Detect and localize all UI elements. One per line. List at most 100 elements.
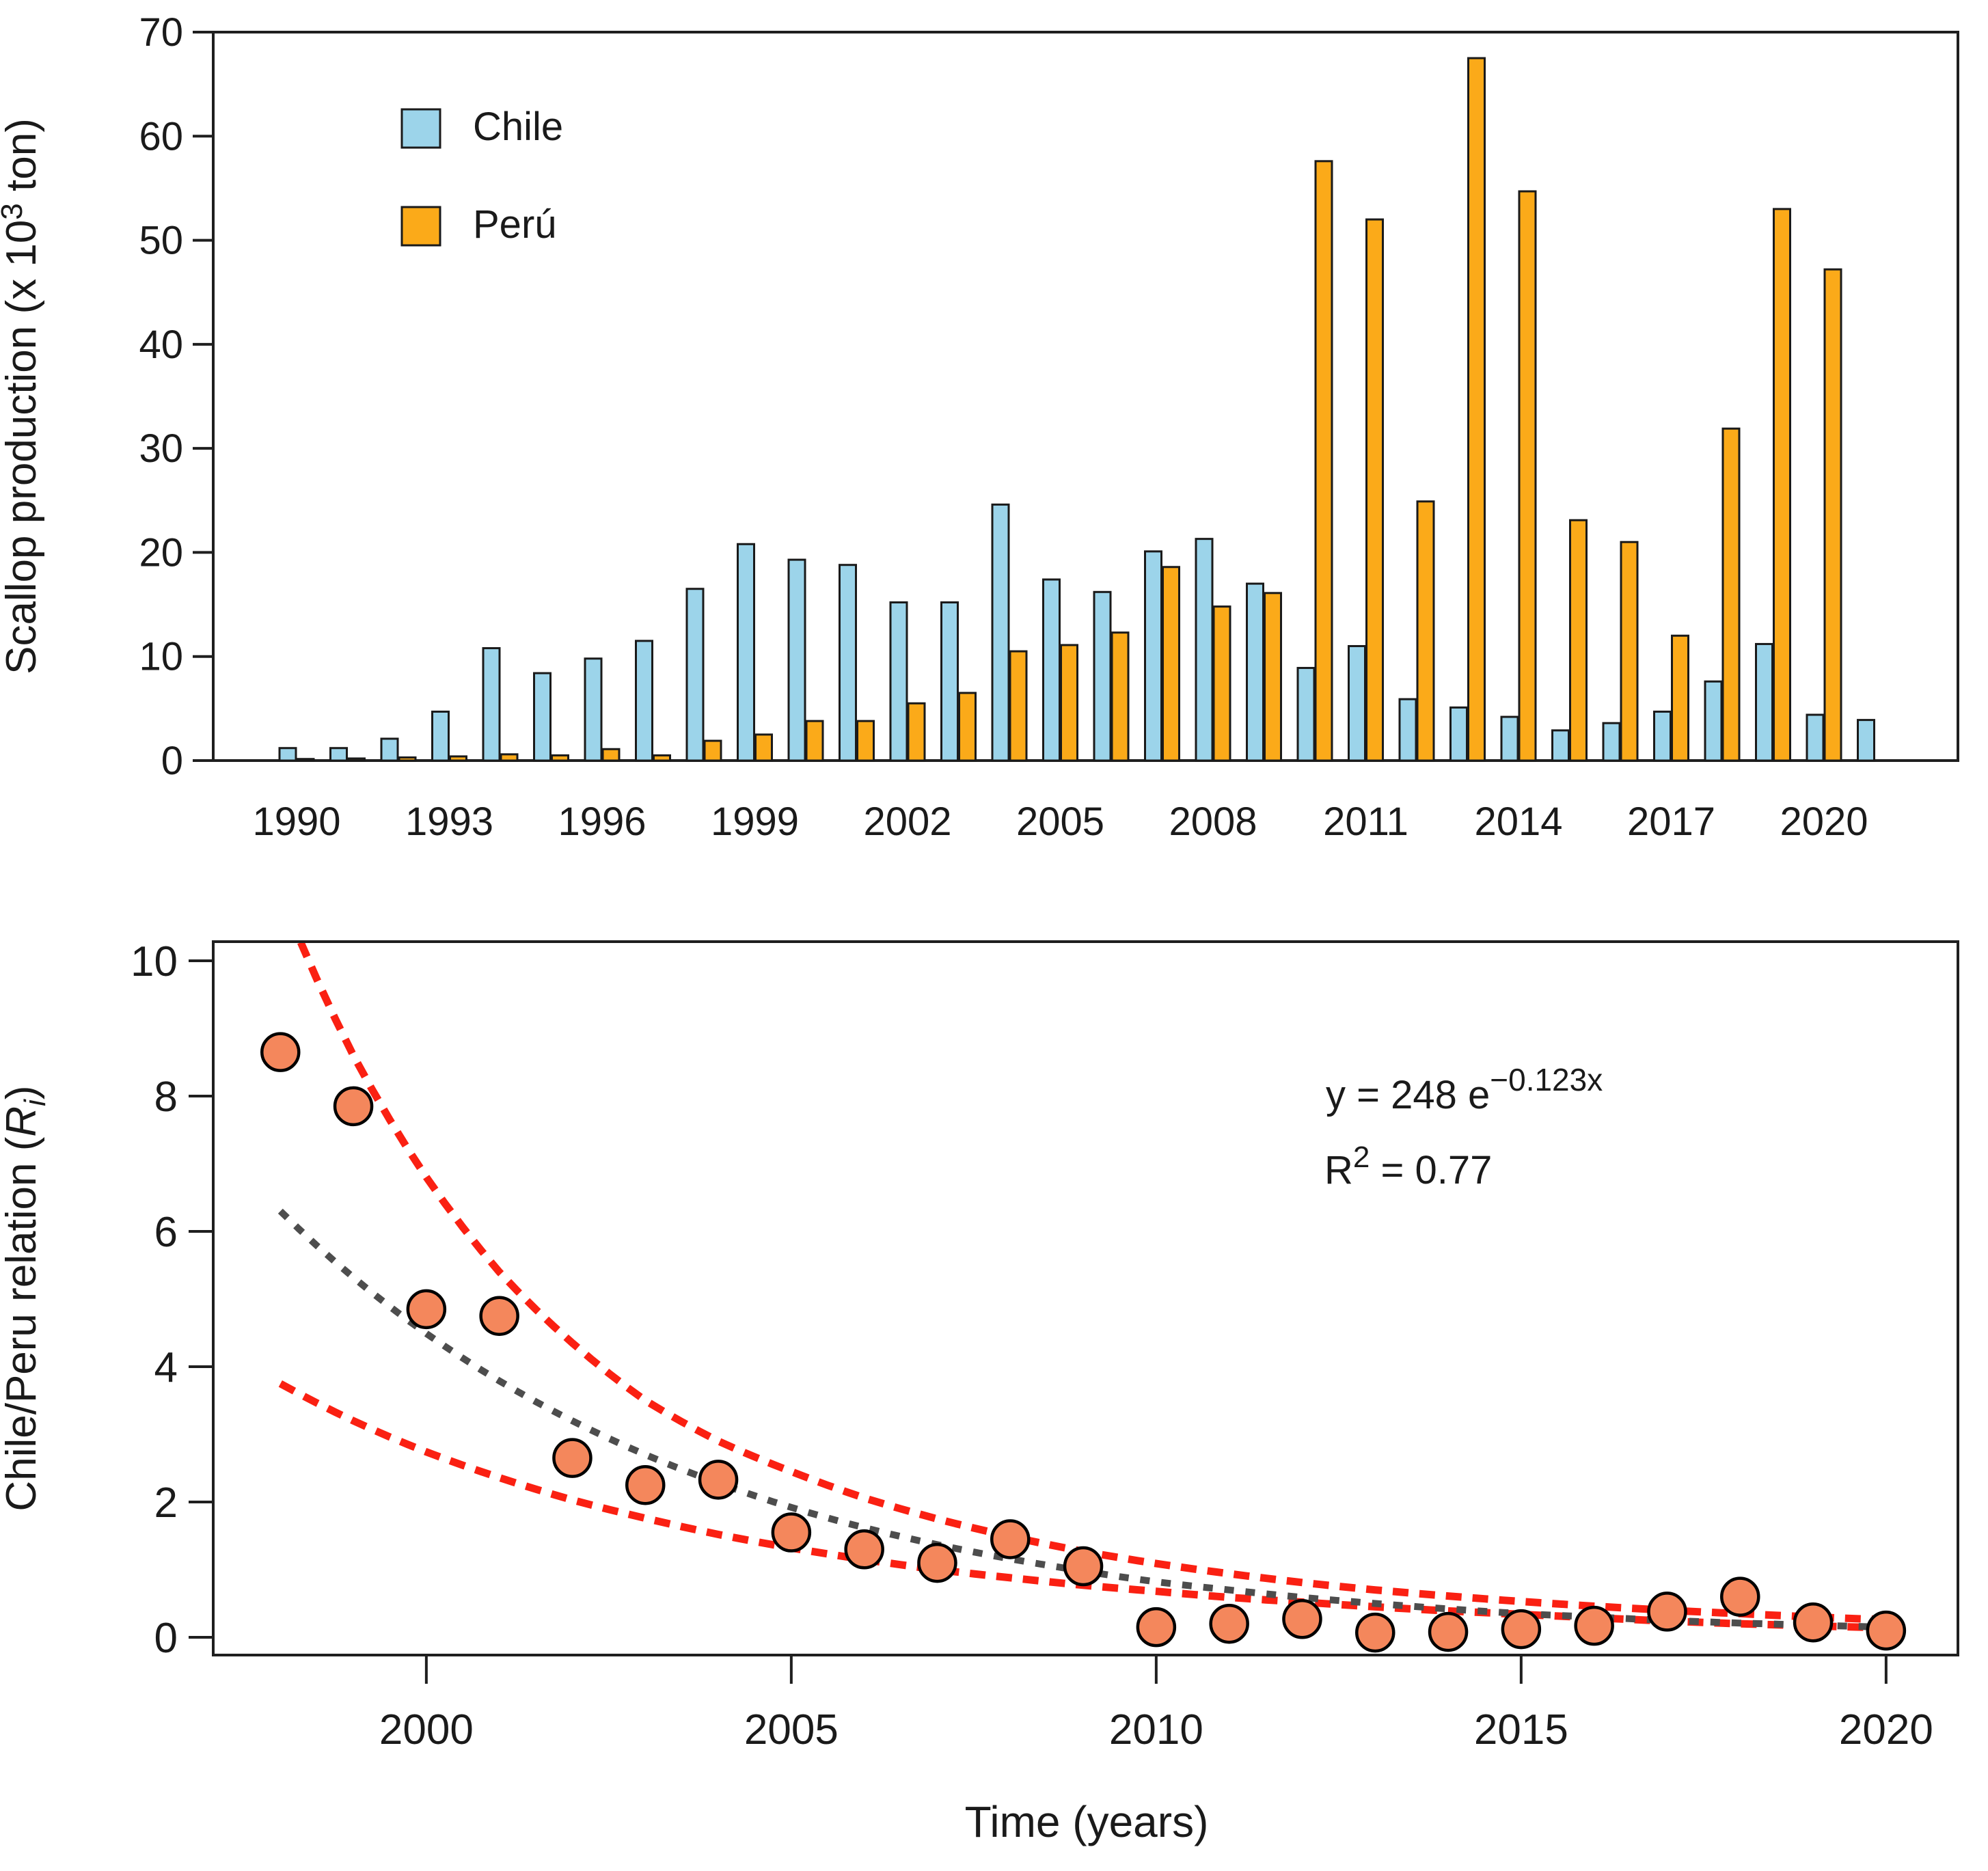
bar-chile-2017 (1653, 710, 1672, 762)
bar-peru-1992 (398, 756, 417, 762)
curves (277, 943, 1887, 1632)
bar-peru-2012 (1416, 500, 1435, 762)
bar-chile-2018 (1704, 680, 1723, 762)
point-1998 (260, 1032, 301, 1072)
bottom-x-tick-label-2005: 2005 (744, 1706, 839, 1753)
point-2009 (1063, 1546, 1104, 1587)
top-x-label-2005: 2005 (1016, 800, 1104, 844)
bar-peru-2004 (1009, 650, 1028, 762)
top-x-label-1996: 1996 (558, 800, 646, 844)
point-2011 (1209, 1603, 1249, 1644)
point-2017 (1647, 1592, 1687, 1632)
bar-chile-2021 (1857, 719, 1875, 762)
bar-chile-2008 (1195, 538, 1214, 762)
bottom-y-tick-label-4: 4 (154, 1344, 178, 1391)
point-2002 (552, 1438, 593, 1478)
bar-peru-2005 (1060, 644, 1078, 762)
point-2015 (1501, 1609, 1542, 1650)
bar-peru-2016 (1620, 541, 1639, 762)
point-1999 (333, 1086, 374, 1127)
bar-chile-1993 (431, 710, 450, 762)
bottom-y-tick-label-10: 10 (131, 938, 178, 985)
bar-chile-2012 (1398, 698, 1417, 762)
bar-peru-2014 (1518, 190, 1537, 762)
bar-chile-2010 (1296, 666, 1316, 762)
bar-chile-1990 (278, 747, 297, 762)
bar-chile-2015 (1551, 729, 1570, 762)
bottom-x-tick-label-2015: 2015 (1474, 1706, 1568, 1753)
bar-peru-2010 (1314, 160, 1333, 762)
bar-chile-1995 (533, 672, 552, 762)
top-x-label-2011: 2011 (1323, 800, 1408, 844)
top-y-tick-label-0: 0 (161, 739, 183, 783)
legend-label-chile: Chile (473, 105, 563, 149)
bar-chile-2007 (1144, 550, 1162, 762)
top-y-tick-label-70: 70 (139, 10, 183, 55)
bar-peru-2000 (805, 720, 824, 762)
point-2010 (1136, 1607, 1177, 1648)
bar-chile-2005 (1042, 578, 1061, 762)
bottom-y-tick-label-8: 8 (154, 1074, 178, 1121)
legend-label-peru: Perú (473, 202, 557, 247)
bar-peru-2013 (1467, 57, 1486, 762)
bar-peru-1995 (551, 754, 569, 762)
ci-upper-line (297, 943, 1887, 1624)
bar-peru-1991 (347, 757, 366, 762)
bar-peru-2018 (1721, 427, 1741, 762)
legend-swatch-chile (400, 108, 441, 149)
bar-peru-2006 (1111, 631, 1130, 762)
point-2012 (1282, 1599, 1322, 1639)
point-2008 (990, 1519, 1031, 1559)
bar-peru-2020 (1823, 268, 1842, 762)
bar-peru-1997 (653, 754, 671, 762)
bottom-x-tick-label-2020: 2020 (1839, 1706, 1933, 1753)
bar-chile-2020 (1806, 713, 1825, 762)
top-y-tick-label-40: 40 (139, 323, 183, 367)
bar-chile-1994 (482, 647, 501, 762)
bottom-y-tick-label-6: 6 (154, 1209, 178, 1256)
bar-peru-1994 (500, 753, 519, 762)
bottom-y-axis-title: Chile/Peru relation (Ri) (0, 1085, 52, 1511)
point-2001 (479, 1296, 519, 1336)
point-2016 (1574, 1605, 1614, 1646)
bar-chile-1999 (737, 543, 755, 762)
bar-peru-2017 (1671, 634, 1689, 762)
top-y-tick-label-50: 50 (139, 219, 183, 263)
bar-peru-1993 (449, 755, 467, 762)
point-2014 (1428, 1611, 1469, 1652)
bottom-y-tick-label-0: 0 (154, 1615, 178, 1662)
fit-equation: y = 248 e−0.123x (1326, 1062, 1603, 1117)
top-y-tick-label-30: 30 (139, 426, 183, 471)
bar-peru-2007 (1162, 566, 1180, 762)
bar-peru-2011 (1365, 218, 1384, 762)
bar-peru-1996 (601, 748, 621, 762)
bar-chile-2011 (1348, 644, 1366, 762)
point-2005 (771, 1512, 812, 1553)
bar-chile-2001 (839, 564, 857, 762)
bar-peru-1998 (703, 739, 722, 762)
point-2004 (698, 1460, 739, 1500)
bar-chile-1996 (584, 657, 603, 762)
ratio-scatter-chart: 2000 2005 2010 2015 2020 0 2 4 6 8 10 Chile/Peru re… (0, 938, 1959, 1846)
bar-chile-1992 (380, 737, 399, 762)
production-bar-chart: 0 10 20 30 40 50 60 70 1990 1993 1996 1999 2002 2005 2… (0, 10, 1959, 844)
bar-chile-2003 (940, 601, 959, 762)
point-2006 (844, 1529, 884, 1570)
top-y-axis-title: Scallop production (x 103 ton) (0, 118, 45, 674)
bottom-plot-box (212, 940, 1959, 1656)
top-x-label-2020: 2020 (1780, 800, 1868, 844)
bar-peru-1990 (296, 758, 315, 762)
top-x-label-2002: 2002 (863, 800, 951, 844)
top-x-label-2008: 2008 (1169, 800, 1257, 844)
bar-peru-2008 (1212, 605, 1231, 762)
bar-peru-2002 (907, 702, 926, 762)
top-x-label-1990: 1990 (252, 800, 340, 844)
legend: Chile Perú (400, 105, 563, 247)
bottom-x-tick-label-2010: 2010 (1109, 1706, 1203, 1753)
bar-chile-2014 (1500, 715, 1519, 762)
fit-r-squared: R2 = 0.77 (1324, 1141, 1492, 1192)
bar-peru-2001 (856, 720, 875, 762)
point-2003 (625, 1465, 666, 1505)
bar-chile-2006 (1093, 590, 1112, 762)
